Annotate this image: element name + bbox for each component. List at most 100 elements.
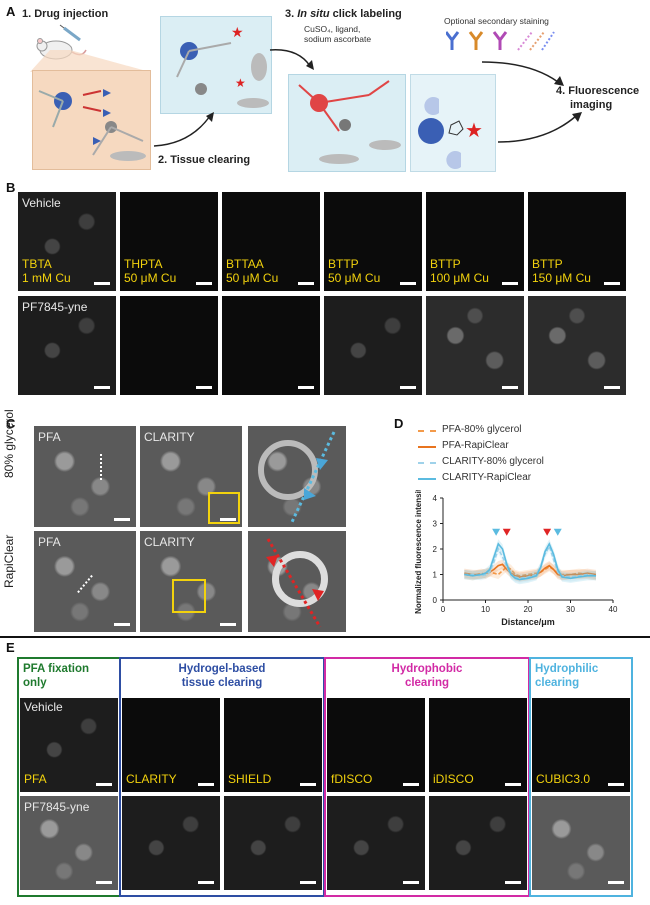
scale-bar <box>196 282 212 285</box>
y-tick-label: 2 <box>433 545 438 554</box>
arrow-to-click <box>269 49 314 70</box>
scale-bar <box>403 881 419 884</box>
panel-d-letter: D <box>394 416 404 431</box>
x-tick-label: 30 <box>566 605 575 614</box>
panel-e-letter: E <box>6 640 15 655</box>
step4-label: 4. Fluorescence imaging <box>556 84 639 112</box>
b-pf7845-label: PF7845-yne <box>22 300 88 314</box>
scale-bar <box>298 386 314 389</box>
click-reaction-illustration: ★ <box>418 97 483 169</box>
antibodies-illustration <box>446 31 555 51</box>
legend-label: PFA-80% glycerol <box>442 424 522 435</box>
b-pf7845-image <box>426 296 524 395</box>
zoom-wedge <box>30 50 150 72</box>
b-vehicle-label: Vehicle <box>22 196 61 210</box>
e-condition-label: iDISCO <box>433 772 474 786</box>
e-group-title: PFA fixation only <box>23 662 115 690</box>
scale-bar <box>298 282 314 285</box>
b-vehicle-image: BTTP 50 μM Cu <box>324 192 422 291</box>
e-condition-label: CLARITY <box>126 772 177 786</box>
e-pf7845-image <box>429 796 527 890</box>
legend-label: CLARITY-RapiClear <box>442 472 532 483</box>
b-cu-label: 1 mM Cu <box>22 271 71 285</box>
e-pf7845-image <box>122 796 220 890</box>
b-cu-label: 50 μM Cu <box>328 271 381 285</box>
step3-reagents-line1: CuSO₄, ligand, <box>304 24 361 34</box>
e-group-title: Hydrogel-based tissue clearing <box>125 662 319 690</box>
b-pf7845-image: PF7845-yne <box>18 296 116 395</box>
b-vehicle-image: BTTAA 50 μM Cu <box>222 192 320 291</box>
scale-bar <box>608 881 624 884</box>
e-pf7845-image <box>327 796 425 890</box>
e-pf7845-image: PF7845-yne <box>20 796 118 890</box>
step4-line1: 4. Fluorescence <box>556 85 640 97</box>
arrow-to-clearing <box>153 112 214 147</box>
legend-swatch <box>418 446 436 448</box>
labeled-tissue-box <box>288 74 406 172</box>
e-pf7845-image <box>532 796 630 890</box>
b-condition-label: BTTP 50 μM Cu <box>328 257 380 285</box>
arrow-to-imaging-top <box>481 61 564 86</box>
scale-bar <box>94 386 110 389</box>
b-cu-label: 100 μM Cu <box>430 271 489 285</box>
scale-bar <box>403 783 419 786</box>
e-vehicle-image: Vehicle PFA <box>20 698 118 792</box>
scale-bar <box>502 386 518 389</box>
step3-label: 3. In situ click labeling <box>285 8 402 20</box>
peak-marker <box>553 528 562 536</box>
e-pf7845-label: PF7845-yne <box>24 800 90 814</box>
b-vehicle-image: THPTA 50 μM Cu <box>120 192 218 291</box>
red-labeled-neuron-illustration <box>298 80 401 164</box>
c-pfa-glycerol-image: PFA <box>34 426 136 527</box>
c-cell-ring <box>272 551 328 607</box>
e-group-title-line: only <box>23 677 47 689</box>
scale-bar <box>604 386 620 389</box>
svg-text:★: ★ <box>231 24 244 40</box>
step4-line2: imaging <box>570 99 613 111</box>
c-clarity-label-2: CLARITY <box>144 535 195 549</box>
optional-staining-label: Optional secondary staining <box>444 16 549 26</box>
arrow-to-imaging-bottom <box>497 112 582 143</box>
e-vehicle-image: CLARITY <box>122 698 220 792</box>
panel-a-letter: A <box>6 4 16 19</box>
scale-bar <box>114 518 130 521</box>
row-label-glycerol: 80% glycerol <box>2 409 16 478</box>
e-vehicle-image: CUBIC3.0 <box>532 698 630 792</box>
e-group-title: Hydrophobic clearing <box>330 662 524 690</box>
cleared-tissue-box: ★ ★ <box>160 16 272 114</box>
e-condition-label: SHIELD <box>228 772 272 786</box>
scale-bar <box>608 783 624 786</box>
scale-bar <box>400 282 416 285</box>
c-line-profile-blue <box>290 431 336 523</box>
c-line-profile-red <box>266 538 324 628</box>
svg-text:★: ★ <box>235 76 246 90</box>
e-condition-label: PFA <box>24 772 47 786</box>
y-axis-label: Normalized fluorescence intensity <box>414 490 423 614</box>
e-vehicle-image: SHIELD <box>224 698 322 792</box>
scale-bar <box>505 783 521 786</box>
step3-reagents-line2: sodium ascorbate <box>304 34 372 44</box>
series-line <box>464 544 597 580</box>
b-condition-label: BTTAA 50 μM Cu <box>226 257 278 285</box>
b-pf7845-image <box>120 296 218 395</box>
neuron-drug-illustration <box>38 89 146 161</box>
y-tick-label: 3 <box>433 520 438 529</box>
series-line <box>464 542 596 581</box>
legend-label: CLARITY-80% glycerol <box>442 456 544 467</box>
legend-swatch <box>418 478 436 480</box>
x-axis-label: Distance/μm <box>501 617 555 627</box>
e-condition-label: fDISCO <box>331 772 373 786</box>
b-cu-label: 50 μM Cu <box>226 271 279 285</box>
c-zoom-box <box>208 492 240 524</box>
x-tick-label: 20 <box>524 605 533 614</box>
scale-bar <box>220 623 236 626</box>
e-group-title: Hydrophilic clearing <box>535 662 627 690</box>
e-group-title-line: Hydrophobic <box>391 663 463 675</box>
b-cu-label: 150 μM Cu <box>532 271 591 285</box>
legend-label: PFA-RapiClear <box>442 440 509 451</box>
scale-bar <box>220 518 236 521</box>
b-cu-label: 50 μM Cu <box>124 271 177 285</box>
e-vehicle-label: Vehicle <box>24 700 63 714</box>
row-label-rapiclear: RapiClear <box>2 534 16 588</box>
